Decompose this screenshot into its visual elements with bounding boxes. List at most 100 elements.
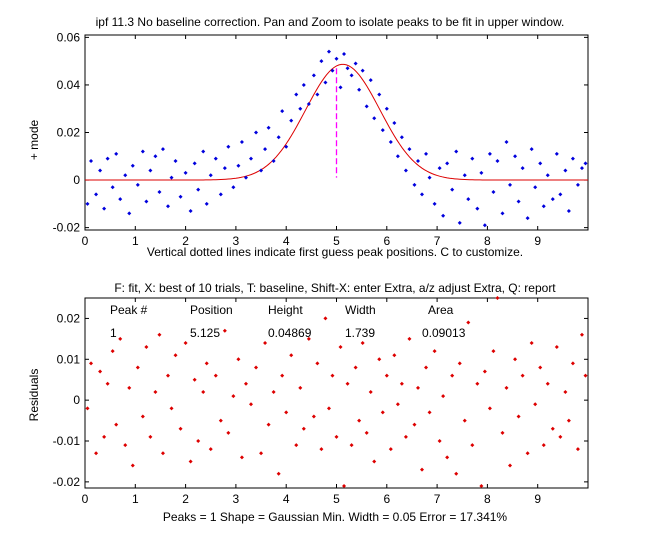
top-fit-layer [85, 63, 588, 181]
bottom-data-point [102, 434, 107, 439]
top-data-point [403, 168, 408, 173]
bottom-xtick-label: 7 [434, 492, 441, 506]
bottom-data-point [243, 381, 248, 386]
bottom-data-point [213, 373, 218, 378]
bottom-data-point [437, 439, 442, 444]
bottom-data-point [388, 447, 393, 452]
bottom-data-point [558, 434, 563, 439]
bottom-data-point [380, 410, 385, 415]
bottom-data-point [169, 406, 174, 411]
bottom-data-point [266, 422, 271, 427]
bottom-data-point [345, 381, 350, 386]
top-data-point [415, 159, 420, 164]
table-header-height: Height [268, 303, 303, 317]
top-data-point [110, 185, 115, 190]
bottom-data-point [165, 373, 170, 378]
top-data-point [558, 192, 563, 197]
top-data-point [289, 118, 294, 123]
bottom-data-point [98, 369, 103, 374]
top-data-point [280, 109, 285, 114]
bottom-data-point [196, 439, 201, 444]
top-data-point [392, 120, 397, 125]
bottom-data-point [276, 471, 281, 476]
table-header-width: Width [345, 303, 376, 317]
bottom-data-point [427, 410, 432, 415]
bottom-data-point [470, 443, 475, 448]
top-data-point [271, 159, 276, 164]
bottom-xtick-label: 8 [484, 492, 491, 506]
top-data-point [570, 156, 575, 161]
top-data-point [311, 73, 316, 78]
bottom-data-point [338, 345, 343, 350]
bottom-data-point [330, 373, 335, 378]
top-data-point [368, 78, 373, 83]
top-data-point [173, 159, 178, 164]
bottom-title: F: fit, X: best of 10 trials, T: baselin… [114, 281, 556, 295]
bottom-data-point [563, 389, 568, 394]
top-data-point [529, 147, 534, 152]
bottom-data-point [550, 426, 555, 431]
bottom-data-point [360, 340, 365, 345]
top-data-point [306, 101, 311, 106]
bottom-data-point [520, 373, 525, 378]
top-xtick-label: 0 [82, 234, 89, 248]
top-data-point [326, 49, 331, 54]
bottom-data-point [148, 434, 153, 439]
top-data-point [377, 92, 382, 97]
top-data-point [395, 154, 400, 159]
top-data-point [454, 149, 459, 154]
bottom-data-point [192, 377, 197, 382]
top-data-point [263, 147, 268, 152]
top-xtick-label: 3 [233, 234, 240, 248]
top-data-point [550, 197, 555, 202]
bottom-data-point [570, 361, 575, 366]
top-data-point [94, 192, 99, 197]
bottom-plot-area[interactable]: 0 1 2 3 4 5 6 7 8 9 -0.02 -0.01 0 0.01 0.02 Peak # Pos… [53, 296, 589, 506]
table-header-peak: Peak # [110, 303, 148, 317]
bottom-data-point [123, 443, 128, 448]
top-data-point [294, 92, 299, 97]
top-ytick-label: -0.02 [53, 221, 81, 235]
bottom-data-point [204, 361, 209, 366]
top-data-point [487, 151, 492, 156]
top-data-point [259, 168, 264, 173]
top-data-point [479, 170, 484, 175]
top-data-point [495, 159, 500, 164]
top-data-point [364, 104, 369, 109]
bottom-data-point [575, 447, 580, 452]
bottom-data-point [579, 332, 584, 337]
bottom-data-point [289, 353, 294, 358]
top-data-point [123, 173, 128, 178]
top-data-point [541, 204, 546, 209]
top-data-point [520, 166, 525, 171]
bottom-data-point [144, 345, 149, 350]
top-data-point [554, 151, 559, 156]
top-data-point [236, 163, 241, 168]
bottom-data-point [500, 430, 505, 435]
top-data-point [243, 175, 248, 180]
bottom-xtick-label: 3 [233, 492, 240, 506]
top-data-point [334, 56, 339, 61]
bottom-data-point [487, 406, 492, 411]
bottom-data-point [554, 345, 559, 350]
top-data-point [338, 85, 343, 90]
bottom-data-point [412, 422, 417, 427]
bottom-ytick-label: 0.01 [57, 352, 81, 366]
top-data-point [130, 163, 135, 168]
bottom-data-point [218, 418, 223, 423]
bottom-data-point [306, 336, 311, 341]
bottom-data-point [495, 296, 500, 300]
top-data-point [384, 106, 389, 111]
table-cell-width: 1.739 [345, 326, 375, 340]
bottom-data-point [315, 361, 320, 366]
bottom-data-point [294, 443, 299, 448]
bottom-data-point [482, 369, 487, 374]
bottom-data-point [326, 406, 331, 411]
top-data-point [450, 187, 455, 192]
bottom-data-point [420, 467, 425, 472]
top-data-point [412, 182, 417, 187]
top-data-point [165, 204, 170, 209]
top-data-point [575, 182, 580, 187]
